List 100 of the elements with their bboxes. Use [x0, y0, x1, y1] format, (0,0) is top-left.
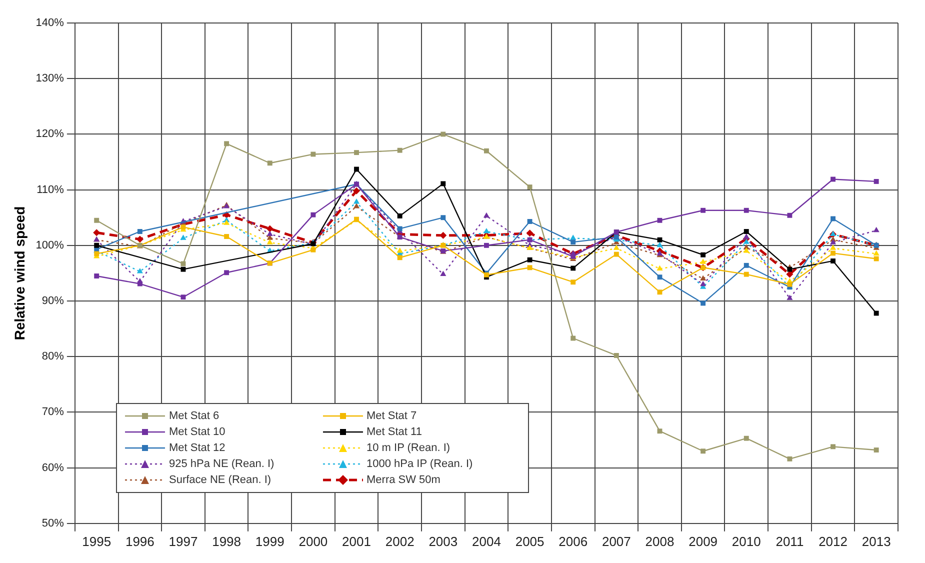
point	[266, 239, 273, 244]
point	[266, 225, 274, 232]
point	[354, 150, 359, 156]
point	[353, 198, 360, 204]
point	[830, 258, 836, 264]
point	[570, 336, 576, 341]
point	[830, 250, 836, 256]
legend-label: Met Stat 11	[366, 426, 422, 438]
y-tick-label: 80%	[42, 350, 64, 363]
point	[657, 218, 662, 223]
point	[743, 238, 750, 244]
point	[874, 178, 879, 184]
x-tick-label: 1998	[212, 534, 242, 549]
point	[700, 448, 706, 454]
point	[830, 216, 836, 222]
point	[440, 270, 446, 276]
point	[440, 232, 447, 239]
x-tick-label: 2013	[862, 534, 891, 549]
point	[353, 187, 360, 194]
point	[786, 294, 793, 300]
x-tick-label: 1995	[82, 534, 112, 549]
point	[310, 247, 316, 252]
point	[440, 215, 446, 220]
point	[744, 229, 749, 234]
point	[180, 234, 186, 240]
legend-label: Surface NE (Rean. I)	[169, 474, 272, 486]
point	[614, 252, 619, 257]
point	[874, 448, 879, 452]
point	[700, 208, 706, 213]
point	[137, 281, 142, 286]
point	[397, 255, 402, 260]
point	[310, 152, 316, 157]
point	[440, 132, 446, 137]
x-tick-label: 2004	[472, 534, 501, 549]
x-tick-label: 1997	[168, 534, 198, 549]
point	[787, 456, 792, 462]
point	[830, 176, 836, 182]
x-tick-label: 2006	[558, 534, 588, 549]
x-tick-label: 2012	[818, 534, 848, 549]
point	[310, 212, 316, 218]
point	[94, 242, 100, 248]
point	[136, 236, 144, 243]
x-tick-label: 2002	[385, 534, 414, 549]
point	[397, 213, 402, 218]
point	[483, 228, 490, 234]
point	[657, 274, 662, 280]
point	[136, 268, 143, 274]
legend-label: Met Stat 10	[169, 426, 226, 438]
point	[744, 262, 749, 268]
point	[224, 220, 230, 225]
point	[657, 237, 662, 242]
point	[787, 212, 792, 218]
point	[657, 290, 662, 295]
point	[830, 239, 836, 244]
legend-label: 1000 hPa IP (Rean. I)	[366, 458, 473, 470]
point	[93, 229, 100, 236]
point	[267, 160, 272, 166]
point	[440, 181, 446, 186]
point	[527, 257, 532, 262]
point	[830, 244, 836, 250]
point	[700, 300, 706, 306]
point	[786, 270, 794, 278]
y-tick-label: 60%	[42, 462, 64, 474]
point	[744, 272, 749, 277]
point	[137, 229, 142, 234]
point	[657, 428, 662, 434]
y-tick-label: 130%	[36, 72, 64, 85]
point	[830, 444, 836, 450]
point	[266, 230, 273, 236]
point	[224, 234, 230, 239]
x-tick-label: 2011	[776, 534, 804, 549]
legend-label: Merra SW 50m	[366, 474, 440, 486]
y-tick-label: 90%	[42, 295, 64, 308]
legend-label: Met Stat 7	[366, 410, 417, 422]
y-tick-label: 140%	[36, 17, 64, 30]
x-tick-label: 2000	[298, 534, 328, 549]
point	[873, 226, 880, 232]
point	[397, 148, 402, 153]
point	[614, 353, 619, 358]
point	[354, 166, 359, 172]
point	[613, 244, 620, 250]
point	[570, 240, 576, 245]
x-tick-label: 2007	[602, 534, 631, 549]
point	[656, 265, 663, 270]
legend-label: Met Stat 12	[169, 442, 226, 454]
point	[743, 234, 750, 239]
point	[700, 275, 706, 281]
point	[744, 208, 749, 213]
point	[483, 212, 490, 218]
x-tick-label: 1996	[125, 534, 154, 549]
x-tick-label: 2009	[688, 534, 718, 549]
point	[873, 250, 880, 256]
point	[396, 247, 403, 253]
point	[484, 242, 489, 248]
point	[527, 184, 532, 190]
x-tick-label: 2008	[645, 534, 674, 549]
point	[744, 436, 749, 441]
y-tick-label: 100%	[36, 239, 64, 252]
point	[224, 141, 230, 146]
point	[526, 230, 534, 237]
